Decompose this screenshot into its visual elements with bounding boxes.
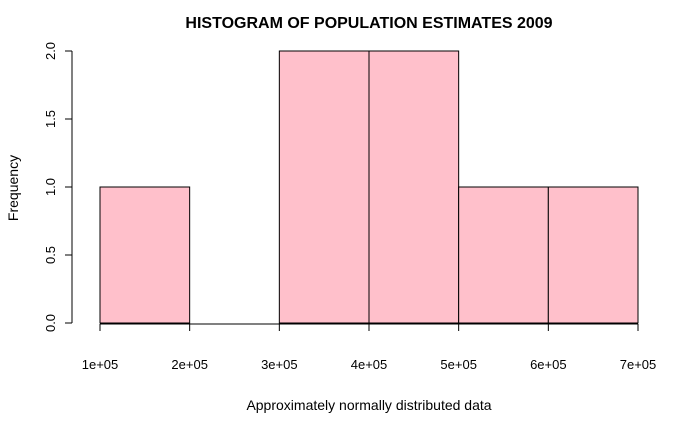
x-axis-label: Approximately normally distributed data bbox=[246, 397, 491, 413]
x-tick-label: 3e+05 bbox=[261, 357, 298, 372]
histogram-bar-2 bbox=[278, 50, 370, 324]
x-tick-label: 7e+05 bbox=[620, 357, 657, 372]
histogram-bar-4 bbox=[458, 186, 549, 324]
x-tick-label: 4e+05 bbox=[351, 357, 388, 372]
x-tick-label: 5e+05 bbox=[440, 357, 477, 372]
y-axis: 0.0 0.5 1.0 1.5 2.0 bbox=[43, 42, 73, 332]
y-tick-label: 2.0 bbox=[43, 42, 58, 60]
y-tick-label: 1.0 bbox=[43, 178, 58, 196]
x-tick-label: 6e+05 bbox=[530, 357, 567, 372]
bars-layer bbox=[99, 50, 639, 324]
x-tick-label: 2e+05 bbox=[171, 357, 208, 372]
y-tick-label: 1.5 bbox=[43, 110, 58, 128]
x-tick-label: 1e+05 bbox=[82, 357, 119, 372]
histogram-bar-3 bbox=[368, 50, 460, 324]
y-tick-label: 0.5 bbox=[43, 246, 58, 264]
y-tick-label: 0.0 bbox=[43, 314, 58, 332]
y-axis-label: Frequency bbox=[5, 155, 21, 221]
chart-title: HISTOGRAM OF POPULATION ESTIMATES 2009 bbox=[185, 15, 552, 32]
histogram-bar-0 bbox=[99, 186, 191, 324]
x-axis: 1e+05 2e+05 3e+05 4e+05 5e+05 6e+05 7e+05 bbox=[82, 323, 657, 372]
histogram-bar-5 bbox=[547, 186, 639, 324]
